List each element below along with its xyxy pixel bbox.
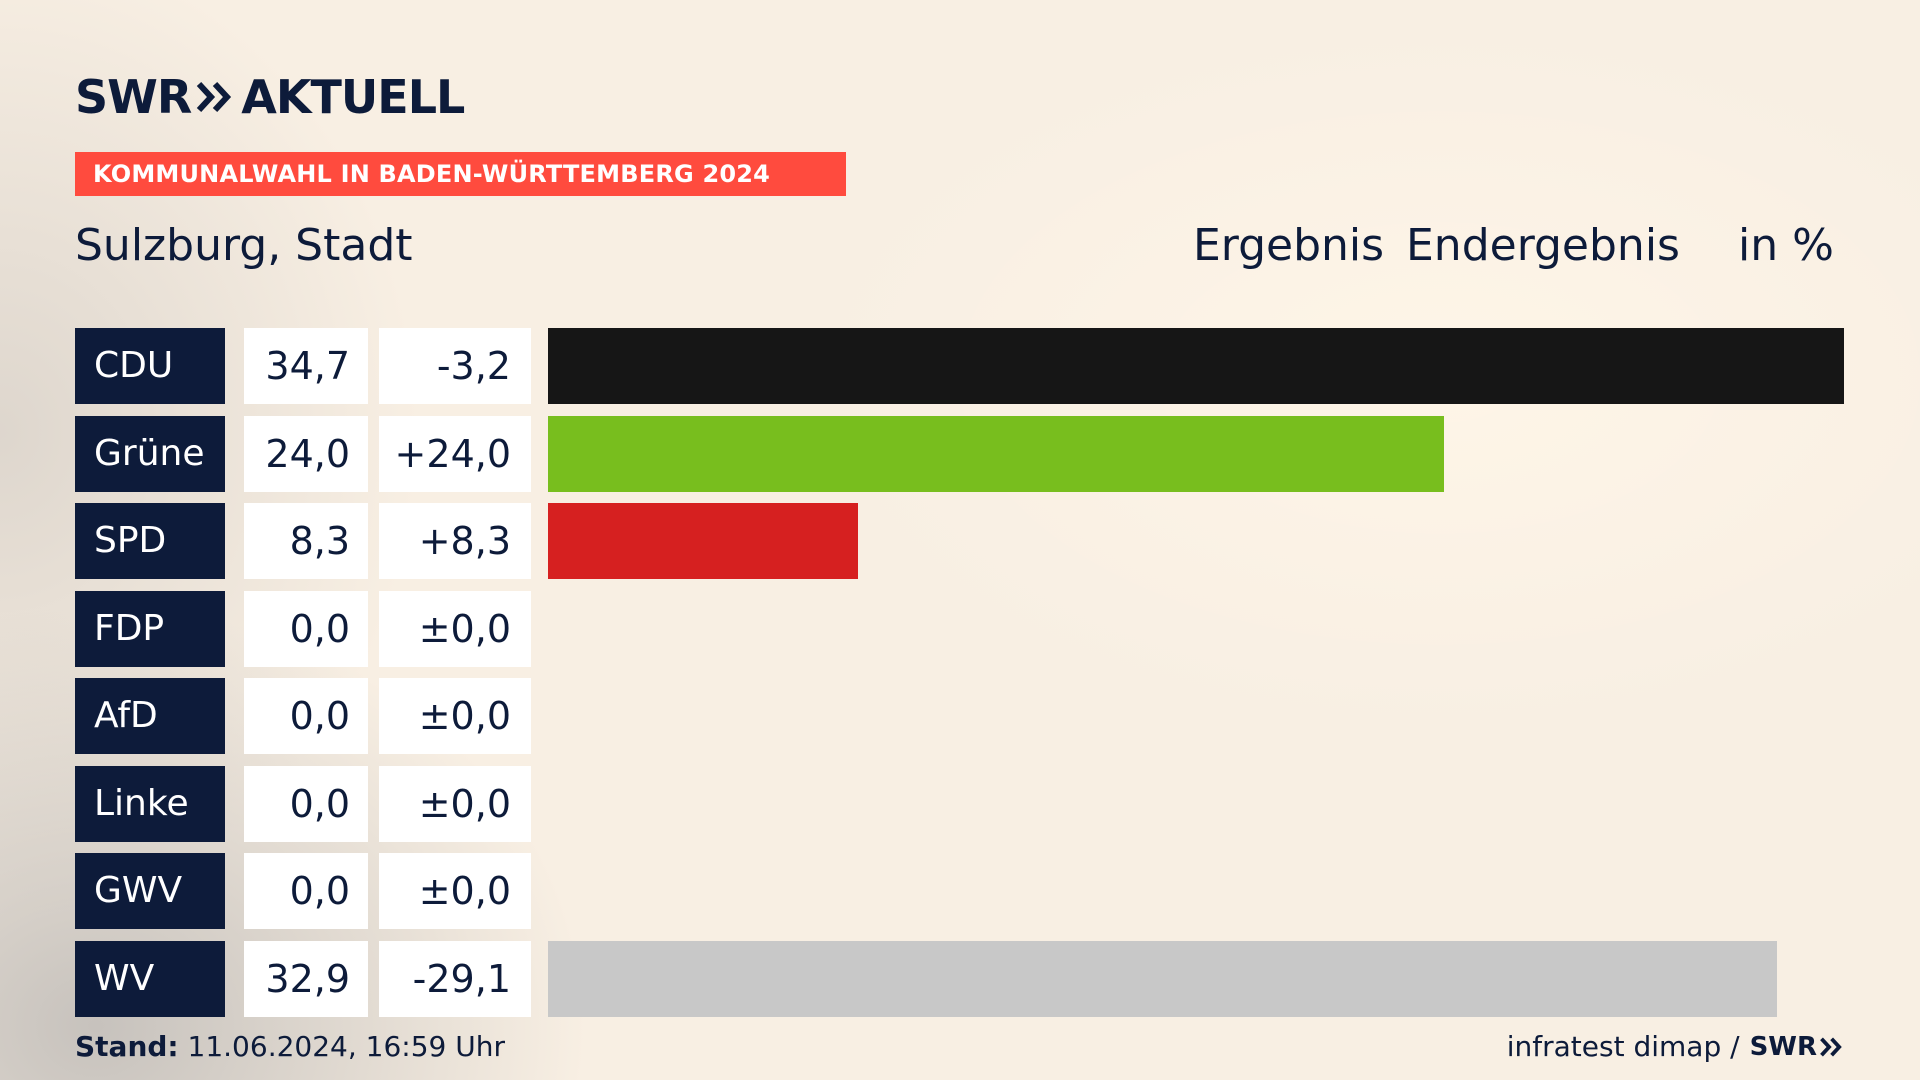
party-label: GWV [75, 853, 225, 929]
change-value: +8,3 [379, 503, 531, 579]
double-chevron-icon [197, 81, 232, 113]
footer-swr-logo: SWR [1750, 1032, 1843, 1062]
header-endergebnis: Endergebnis [1406, 220, 1680, 271]
change-value: -3,2 [379, 328, 531, 404]
result-value: 0,0 [244, 853, 368, 929]
party-label: Grüne [75, 415, 225, 492]
result-row: Linke 0,0 ±0,0 [75, 765, 1844, 842]
result-row: GWV 0,0 ±0,0 [75, 853, 1844, 929]
logo-aktuell-text: AKTUELL [241, 70, 465, 124]
result-row: SPD 8,3 +8,3 [75, 503, 1844, 579]
place-title: Sulzburg, Stadt [75, 220, 413, 271]
result-row: Grüne 24,0 +24,0 [75, 415, 1844, 492]
change-value: ±0,0 [379, 765, 531, 842]
result-value: 0,0 [244, 765, 368, 842]
party-label: FDP [75, 590, 225, 667]
stand-value: 11.06.2024, 16:59 Uhr [187, 1030, 505, 1063]
footer-stand: Stand: 11.06.2024, 16:59 Uhr [75, 1030, 505, 1063]
change-value: ±0,0 [379, 590, 531, 667]
change-value: ±0,0 [379, 853, 531, 929]
election-banner: KOMMUNALWAHL IN BADEN-WÜRTTEMBERG 2024 [75, 152, 846, 196]
double-chevron-icon [1820, 1037, 1842, 1056]
result-row: FDP 0,0 ±0,0 [75, 590, 1844, 667]
result-bar [548, 503, 858, 579]
change-value: ±0,0 [379, 678, 531, 754]
stand-label: Stand: [75, 1030, 179, 1063]
source-text: infratest dimap / [1506, 1030, 1740, 1063]
result-bar [548, 940, 1777, 1017]
party-label: SPD [75, 503, 225, 579]
party-label: Linke [75, 765, 225, 842]
result-bar [548, 415, 1445, 492]
result-value: 0,0 [244, 678, 368, 754]
change-value: +24,0 [379, 415, 531, 492]
result-value: 32,9 [244, 940, 368, 1017]
footer-logo-text: SWR [1749, 1031, 1817, 1062]
result-row: CDU 34,7 -3,2 [75, 328, 1844, 404]
swr-aktuell-logo: SWR AKTUELL [75, 70, 465, 124]
change-value: -29,1 [379, 940, 531, 1017]
header-unit: in % [1738, 220, 1834, 271]
result-value: 24,0 [244, 415, 368, 492]
logo-swr-text: SWR [75, 70, 192, 124]
party-label: CDU [75, 328, 225, 404]
result-row: AfD 0,0 ±0,0 [75, 678, 1844, 754]
party-label: AfD [75, 678, 225, 754]
result-value: 0,0 [244, 590, 368, 667]
result-value: 34,7 [244, 328, 368, 404]
party-label: WV [75, 940, 225, 1017]
footer-source: infratest dimap / SWR [1507, 1030, 1843, 1063]
result-row: WV 32,9 -29,1 [75, 940, 1844, 1017]
result-value: 8,3 [244, 503, 368, 579]
header-ergebnis: Ergebnis [1193, 220, 1385, 271]
result-bar [548, 328, 1844, 404]
